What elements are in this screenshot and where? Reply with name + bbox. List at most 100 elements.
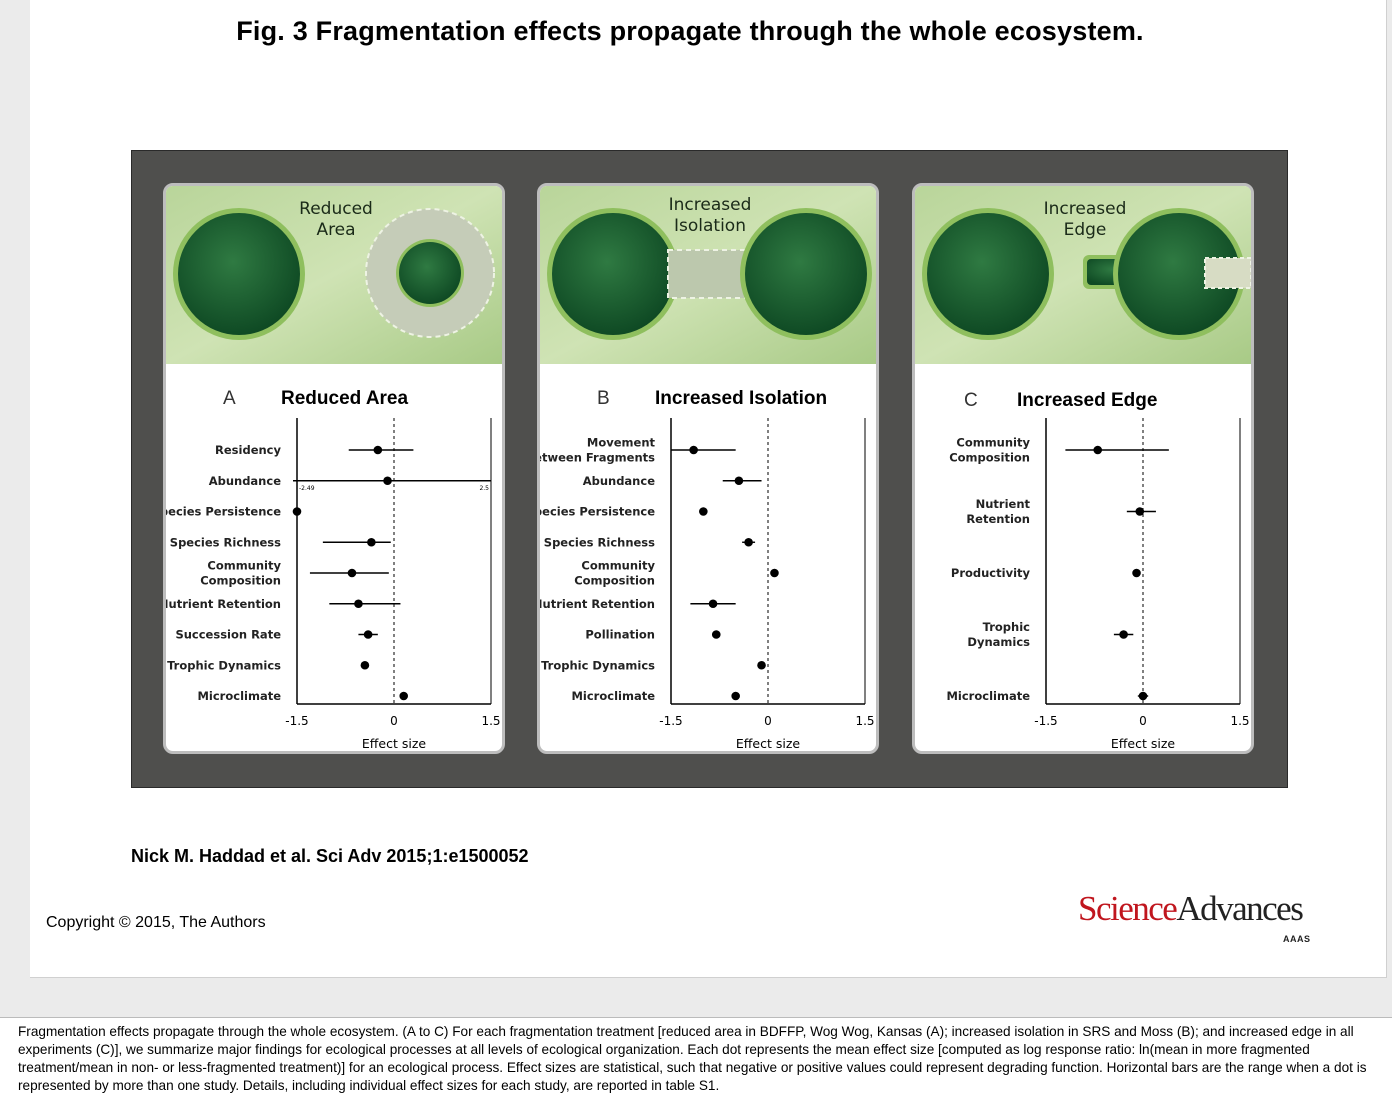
forest-patch-right: [745, 213, 867, 335]
illustration-label: Reduced: [299, 199, 373, 219]
category-label: Microclimate: [946, 689, 1030, 703]
x-tick-label: 0: [1139, 714, 1147, 728]
effect-dot: [1093, 445, 1103, 455]
panel-letter: B: [597, 388, 610, 409]
category-label: Composition: [574, 574, 655, 588]
category-label: Trophic Dynamics: [541, 658, 655, 672]
caption-text: Fragmentation effects propagate through …: [18, 1024, 1367, 1093]
panel-letter: A: [223, 388, 236, 409]
x-tick-label: 0: [390, 714, 398, 728]
category-label: Community: [956, 436, 1030, 450]
science-advances-logo: ScienceAdvances: [1078, 889, 1304, 929]
category-label: Community: [581, 559, 655, 573]
effect-dot: [1138, 691, 1148, 701]
x-tick-label: -1.5: [1034, 714, 1057, 728]
x-axis-label: Effect size: [362, 736, 426, 751]
panel-a-card: Reduced Area A Reduced Area -1.5 0 1.5 Effect s…: [163, 183, 505, 754]
range-low-label: -2.49: [299, 485, 315, 492]
illustration-label: Increased: [669, 195, 752, 215]
category-label: Microclimate: [571, 689, 655, 703]
panel-letter: C: [964, 390, 978, 411]
category-label: Retention: [966, 512, 1030, 526]
panel-b-card: Increased Isolation B Increased Isolation -1…: [537, 183, 879, 754]
x-tick-label: 1.5: [1230, 714, 1249, 728]
category-label: Succession Rate: [175, 628, 281, 642]
category-label: Species Persistence: [166, 505, 281, 519]
range-high-label: 2.5: [479, 485, 489, 492]
effect-dot: [711, 630, 721, 639]
effect-dot: [699, 507, 708, 516]
effect-dot: [1132, 568, 1141, 578]
x-tick-label: 1.5: [855, 714, 874, 728]
illustration-label: Isolation: [674, 216, 746, 236]
category-label: Pollination: [585, 628, 655, 642]
effect-dot: [347, 568, 357, 578]
forest-patch-small: [399, 242, 461, 304]
x-tick-label: -1.5: [659, 714, 682, 728]
category-label: Microclimate: [197, 689, 281, 703]
x-tick-label: 1.5: [481, 714, 500, 728]
effect-dot: [292, 507, 302, 516]
panel-title: Increased Isolation: [655, 388, 827, 409]
effect-dot: [363, 630, 373, 639]
forest-patch-left: [552, 213, 674, 335]
panel-c-card: Increased Edge C Increased Edge -1.5 0 1.5 Effe…: [912, 183, 1254, 754]
figure-title: Fig. 3 Fragmentation effects propagate t…: [236, 16, 1144, 46]
effect-dot: [360, 660, 370, 670]
effect-dot: [373, 445, 383, 455]
cleared-edge-notch: [1204, 257, 1251, 289]
category-label: Composition: [200, 574, 281, 588]
cleared-corridor: [667, 249, 753, 299]
effect-dot: [383, 476, 392, 486]
category-label: Species Richness: [544, 535, 655, 549]
category-label: Movement: [587, 436, 656, 450]
category-label: Nutrient Retention: [166, 597, 281, 611]
category-label: Community: [207, 559, 281, 573]
illustration-label: Area: [316, 220, 355, 240]
logo-advances: Advances: [1176, 889, 1304, 928]
illustration-label: Increased: [1044, 199, 1127, 219]
effect-dot: [354, 599, 363, 609]
x-axis-label: Effect size: [1111, 736, 1175, 751]
illustration-label: Edge: [1064, 220, 1107, 240]
x-axis-label: Effect size: [736, 736, 800, 751]
forest-patch-left: [927, 213, 1049, 335]
panel-title: Reduced Area: [281, 388, 408, 409]
citation: Nick M. Haddad et al. Sci Adv 2015;1:e15…: [131, 846, 529, 866]
effect-dot: [1135, 507, 1145, 516]
forest-patch-right: [1118, 213, 1240, 335]
category-label: Species Persistence: [540, 505, 655, 519]
caption: Fragmentation effects propagate through …: [0, 1017, 1392, 1106]
category-label: Trophic Dynamics: [167, 658, 281, 672]
forest-patch-left: [178, 213, 300, 335]
copyright: Copyright © 2015, The Authors: [46, 914, 266, 931]
category-label: Productivity: [951, 566, 1031, 580]
category-label: Dynamics: [967, 635, 1030, 649]
logo-aaas: AAAS: [1283, 934, 1311, 944]
category-label: Residency: [215, 443, 281, 457]
category-label: Species Richness: [170, 535, 281, 549]
x-tick-label: -1.5: [285, 714, 308, 728]
effect-dot: [689, 445, 698, 455]
effect-dot: [399, 691, 408, 701]
effect-dot: [367, 537, 376, 547]
x-tick-label: 0: [764, 714, 772, 728]
effect-dot: [1119, 630, 1128, 639]
effect-dot: [757, 660, 766, 670]
category-label: Trophic: [983, 620, 1031, 634]
effect-dot: [708, 599, 718, 609]
category-label: Nutrient: [976, 497, 1031, 511]
category-label: Abundance: [583, 474, 656, 488]
effect-dot: [731, 691, 740, 701]
category-label: Composition: [949, 451, 1030, 465]
effect-dot: [744, 537, 753, 547]
effect-dot: [734, 476, 744, 486]
logo-science: Science: [1078, 889, 1178, 928]
panel-title: Increased Edge: [1017, 390, 1157, 411]
effect-dot: [770, 568, 779, 578]
category-label: Nutrient Retention: [540, 597, 655, 611]
category-label: Abundance: [209, 474, 282, 488]
